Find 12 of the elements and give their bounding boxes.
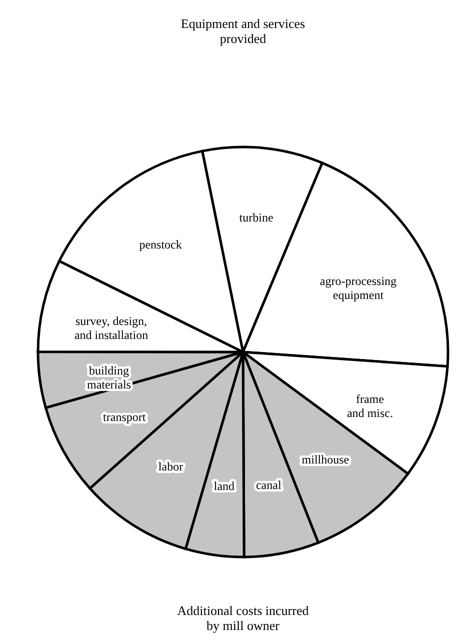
slice-label: frame and misc. (346, 392, 393, 420)
slice-label: agro-processing equipment (320, 274, 397, 302)
slice-label: labor (158, 459, 184, 474)
text: Additional costs incurred by mill owner (177, 603, 310, 633)
slice-label: turbine (239, 210, 274, 224)
slice-label: transport (103, 410, 146, 424)
slice-label: land (214, 478, 235, 493)
slice-label: survey, design, and installation (74, 314, 148, 342)
text: Equipment and services provided (180, 16, 306, 46)
slice-label: millhouse (302, 452, 350, 466)
slice-label: canal (256, 478, 282, 492)
slice-label: penstock (139, 238, 182, 252)
